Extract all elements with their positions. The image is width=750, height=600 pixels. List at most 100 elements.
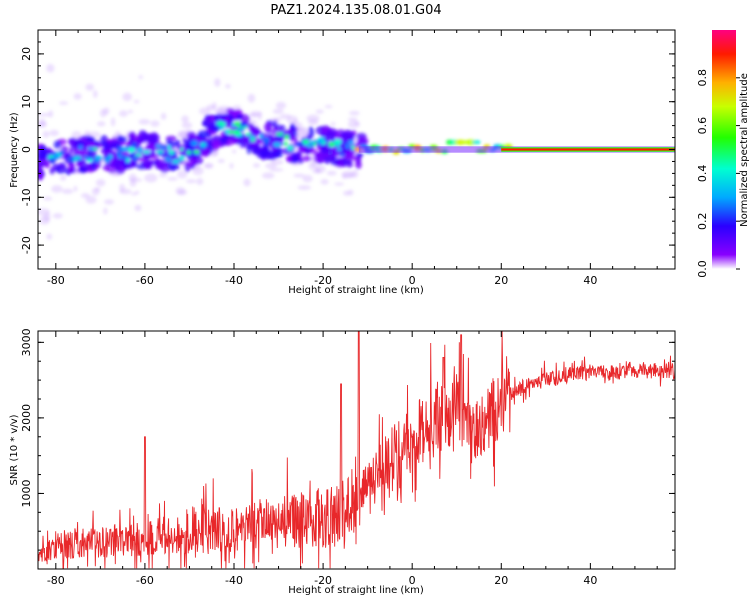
coherent-signal-line <box>358 146 675 153</box>
heatmap-cell-120 <box>297 185 312 190</box>
y-tick-label-0: -20 <box>20 236 33 254</box>
heatmap-cell-775 <box>204 114 212 123</box>
heatmap-cell-841 <box>160 145 166 150</box>
heatmap-cell-236 <box>270 159 284 165</box>
heatmap-cell-745 <box>84 140 89 146</box>
heatmap-cell-687 <box>90 162 96 171</box>
heatmap-cell-832 <box>199 142 207 148</box>
heatmap-cell-118 <box>73 93 82 100</box>
heatmap-cell-214 <box>129 180 137 187</box>
heatmap-cell-645 <box>58 161 67 170</box>
heatmap-cell-644 <box>168 141 180 148</box>
heatmap-cell-866 <box>169 149 174 155</box>
heatmap-cell-188 <box>38 112 51 117</box>
heatmap-cell-768 <box>343 150 354 160</box>
colorbar-tick-label-3: 0.6 <box>696 117 709 135</box>
y-tick-label-1: 2000 <box>20 404 33 432</box>
heatmap-cell-638 <box>67 162 76 173</box>
heatmap-cell-47 <box>49 129 59 137</box>
snr-y-axis-label: SNR (10 * v/v) <box>9 414 20 485</box>
heatmap-cell-168 <box>192 166 204 176</box>
heatmap-cell-358 <box>111 137 119 142</box>
colorbar-tick-label-2: 0.4 <box>696 165 709 183</box>
heatmap-cell-853 <box>131 157 139 160</box>
heatmap-cell-159 <box>247 93 256 103</box>
heatmap-y-axis-label: Frequency (Hz) <box>9 112 20 188</box>
heatmap-cell-2 <box>48 110 54 118</box>
heatmap-cell-786 <box>338 153 346 157</box>
heatmap-cell-770 <box>190 164 195 170</box>
snr-x-ticks: -80 -60 -40 -20 0 20 40 <box>47 331 658 587</box>
heatmap-cell-246 <box>272 108 284 114</box>
heatmap-cell-142 <box>167 177 178 181</box>
colorbar: 0.0 0.2 0.4 0.6 0.8 Normalized spectral ampl… <box>696 30 750 278</box>
heatmap-cell-814 <box>264 142 270 147</box>
heatmap-cell-139 <box>225 84 231 89</box>
heatmap-cell-21 <box>262 172 275 179</box>
heatmap-cell-766 <box>128 131 136 141</box>
heatmap-cell-774 <box>268 133 274 141</box>
heatmap-cell-171 <box>119 188 132 195</box>
heatmap-cell-6 <box>134 204 142 212</box>
heatmap-cell-838 <box>193 150 200 154</box>
heatmap-cell-216 <box>103 207 108 215</box>
heatmap-cell-810 <box>78 145 83 150</box>
heatmap-cell-889 <box>157 150 162 154</box>
heatmap-cell-133 <box>348 110 360 116</box>
heatmap-cell-762 <box>225 108 235 114</box>
heatmap-cell-85 <box>122 92 132 102</box>
heatmap-cell-238 <box>110 117 116 127</box>
heatmap-cell-222 <box>342 173 347 180</box>
heatmap-cell-807 <box>172 159 180 164</box>
heatmap-cell-184 <box>315 109 324 114</box>
heatmap-y-ticks: -20 -10 0 10 20 <box>20 29 675 270</box>
heatmap-cell-871 <box>89 154 93 159</box>
snr-series-polyline <box>38 331 675 569</box>
heatmap-cell-175 <box>345 172 354 178</box>
heatmap-cell-248 <box>302 174 313 183</box>
heatmap-cell-207 <box>52 213 63 219</box>
heatmap-cell-110 <box>347 189 354 196</box>
heatmap-cell-591 <box>53 140 62 149</box>
heatmap-cell-787 <box>284 141 288 146</box>
heatmap-cell-860 <box>87 158 93 162</box>
heatmap-cell-210 <box>85 195 97 204</box>
y-tick-label-4: 20 <box>20 47 33 61</box>
heatmap-cell-746 <box>38 167 43 175</box>
heatmap-cell-877 <box>233 121 242 127</box>
heatmap-cell-861 <box>272 142 281 147</box>
heatmap-cell-731 <box>82 163 91 172</box>
heatmap-cell-193 <box>330 122 336 126</box>
heatmap-cell-624 <box>117 135 123 142</box>
heatmap-cell-10 <box>138 118 151 125</box>
y-tick-label-1: -10 <box>20 188 33 206</box>
heatmap-cell-875 <box>48 157 56 163</box>
heatmap-cell-154 <box>177 189 188 196</box>
heatmap-cell-685 <box>68 147 74 155</box>
heatmap-cell-747 <box>38 151 47 159</box>
heatmap-cell-35 <box>104 199 114 205</box>
heatmap-cell-151 <box>334 182 345 186</box>
heatmap-cell-181 <box>249 113 259 118</box>
heatmap-cell-760 <box>295 151 302 158</box>
heatmap-cell-189 <box>130 192 137 196</box>
heatmap-cell-812 <box>142 150 151 154</box>
heatmap-cell-194 <box>159 172 168 178</box>
heatmap-cell-851 <box>345 144 350 149</box>
heatmap-cell-872 <box>167 145 172 150</box>
heatmap-cell-609 <box>145 153 150 162</box>
heatmap-cell-827 <box>126 157 130 163</box>
y-tick-label-2: 3000 <box>20 328 33 356</box>
heatmap-cell-656 <box>184 161 190 166</box>
heatmap-cell-636 <box>260 145 271 156</box>
heatmap-cell-569 <box>263 123 271 131</box>
heatmap-cell-880 <box>120 155 129 160</box>
heatmap-cell-199 <box>58 101 69 105</box>
heatmap-cell-776 <box>129 137 135 145</box>
heatmap-cell-789 <box>262 137 270 144</box>
heatmap-cell-519 <box>355 155 361 166</box>
snr-line-chart: -80 -60 -40 -20 0 20 40 1000 2000 3000 Height of… <box>9 328 676 596</box>
heatmap-cell-227 <box>217 158 225 164</box>
heatmap-cell-748 <box>249 126 261 137</box>
